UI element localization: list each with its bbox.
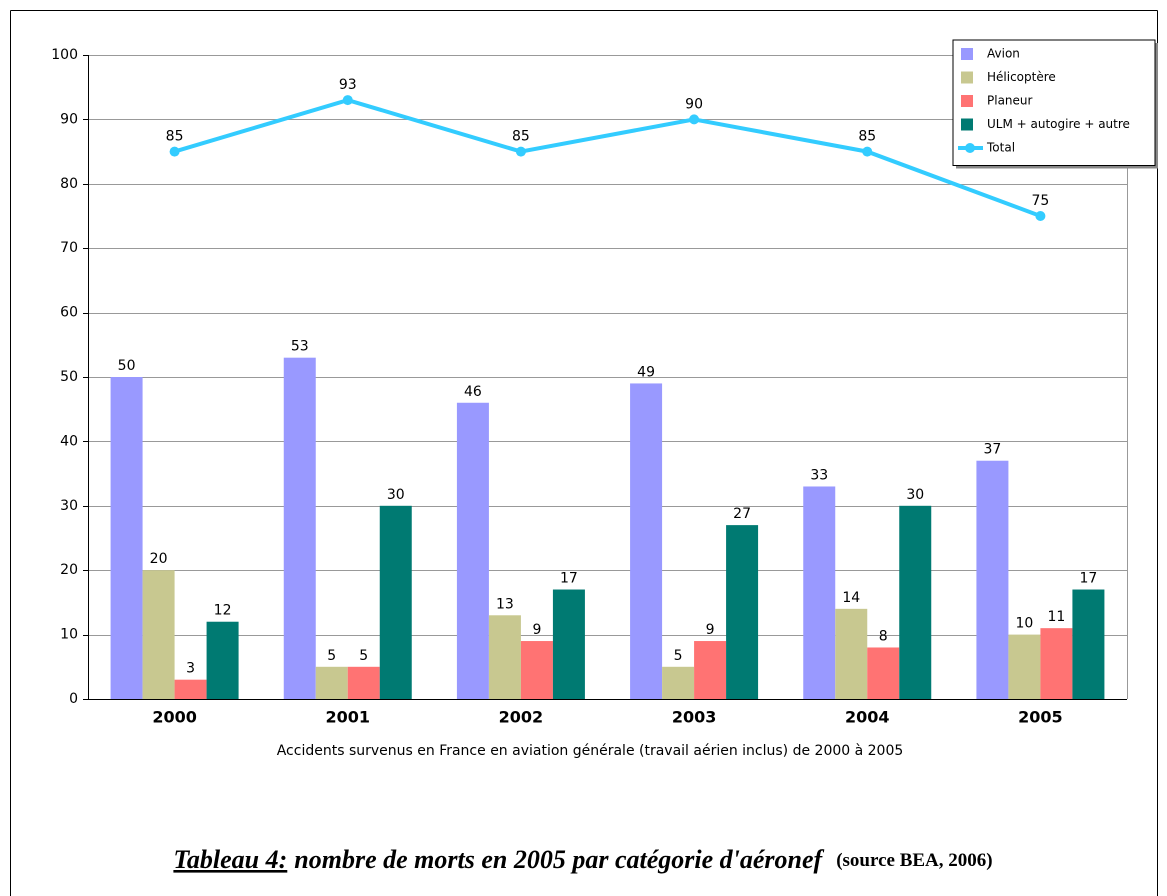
point — [862, 146, 873, 157]
bar — [976, 460, 1009, 699]
data-label: 3 — [186, 661, 195, 677]
data-label: 30 — [906, 487, 924, 503]
y-tick-label: 20 — [60, 562, 78, 578]
caption: Tableau 4: nombre de morts en 2005 par ca… — [173, 845, 992, 874]
point — [515, 146, 526, 157]
x-tick-label: 2000 — [152, 708, 197, 727]
data-label: 27 — [733, 506, 751, 522]
x-tick-label: 2005 — [1018, 708, 1063, 727]
data-label: 9 — [532, 622, 541, 638]
data-label: 30 — [387, 487, 405, 503]
data-label: 10 — [1016, 616, 1034, 632]
bar — [726, 525, 759, 699]
data-label: 14 — [842, 590, 860, 606]
plot: 0 10 20 30 40 50 60 70 80 90 100 2000 50 20 3 12 2001 53 5… — [51, 47, 1128, 727]
bar — [803, 486, 836, 699]
data-label: 75 — [1032, 193, 1050, 209]
bar — [1040, 628, 1073, 699]
bar — [488, 615, 521, 699]
legend-dot — [965, 143, 975, 153]
point — [342, 95, 353, 106]
caption-source: (source BEA, 2006) — [836, 850, 992, 871]
legend-label: Total — [986, 141, 1015, 155]
bar — [110, 377, 143, 699]
legend-swatch — [961, 71, 973, 84]
y-tick-label: 70 — [60, 240, 78, 256]
data-label: 49 — [637, 364, 655, 380]
data-label: 8 — [879, 628, 888, 644]
bar — [206, 621, 239, 699]
legend-label: Planeur — [987, 94, 1033, 108]
y-tick-label: 100 — [51, 47, 78, 63]
data-label: 85 — [166, 129, 184, 145]
data-label: 85 — [858, 129, 876, 145]
bar — [867, 647, 900, 699]
bar — [174, 679, 207, 699]
data-label: 46 — [464, 384, 482, 400]
bar — [456, 402, 489, 699]
point — [689, 114, 700, 125]
legend-swatch — [961, 118, 973, 131]
y-tick-label: 80 — [60, 176, 78, 192]
data-label: 5 — [327, 648, 336, 664]
data-label: 17 — [560, 571, 578, 587]
data-label: 93 — [339, 77, 357, 93]
legend-box — [952, 39, 1156, 166]
point — [1035, 211, 1046, 221]
legend-label: Avion — [987, 47, 1020, 61]
bar — [347, 666, 380, 699]
bar — [1008, 634, 1041, 699]
y-tick-label: 10 — [60, 627, 78, 643]
bar — [899, 505, 932, 699]
bar — [662, 666, 695, 699]
data-label: 5 — [359, 648, 368, 664]
data-label: 20 — [150, 551, 168, 567]
data-label: 12 — [214, 603, 232, 619]
x-tick-label: 2002 — [499, 708, 544, 727]
bar — [1072, 589, 1105, 699]
data-label: 37 — [984, 442, 1002, 458]
bar — [630, 383, 663, 699]
y-tick-label: 90 — [60, 111, 78, 127]
legend-swatch — [961, 95, 973, 107]
bar — [315, 666, 348, 699]
bar — [552, 589, 585, 699]
y-tick-label: 60 — [60, 305, 78, 321]
x-tick-label: 2004 — [845, 708, 890, 727]
caption-text: nombre de morts en 2005 par catégorie d'… — [294, 845, 824, 874]
y-tick-label: 40 — [60, 433, 78, 449]
legend-label: ULM + autogire + autre — [987, 117, 1130, 131]
bar — [379, 505, 412, 699]
point — [169, 146, 180, 157]
y-tick-label: 0 — [69, 691, 78, 707]
caption-label: Tableau 4: — [173, 845, 287, 874]
bar — [835, 608, 868, 699]
data-label: 11 — [1048, 609, 1066, 625]
data-label: 17 — [1080, 571, 1098, 587]
data-label: 5 — [674, 648, 683, 664]
data-label: 50 — [118, 358, 136, 374]
y-tick-label: 30 — [60, 498, 78, 514]
line — [174, 97, 1042, 218]
data-label: 9 — [706, 622, 715, 638]
bar — [520, 641, 553, 699]
legend: Avion Hélicoptère Planeur ULM + autogire + … — [952, 39, 1158, 169]
y-tick-label: 50 — [60, 369, 78, 385]
data-label: 90 — [685, 96, 703, 112]
legend-swatch — [961, 48, 973, 60]
bar — [283, 357, 316, 699]
bar — [142, 570, 175, 699]
x-axis-label: Accidents survenus en France en aviation… — [277, 743, 904, 759]
data-label: 13 — [496, 596, 514, 612]
x-tick-label: 2003 — [672, 708, 717, 727]
bar — [694, 641, 727, 699]
data-label: 85 — [512, 129, 530, 145]
x-tick-label: 2001 — [325, 708, 370, 727]
data-label: 53 — [291, 339, 309, 355]
legend-label: Hélicoptère — [987, 70, 1056, 84]
data-label: 33 — [810, 467, 828, 483]
